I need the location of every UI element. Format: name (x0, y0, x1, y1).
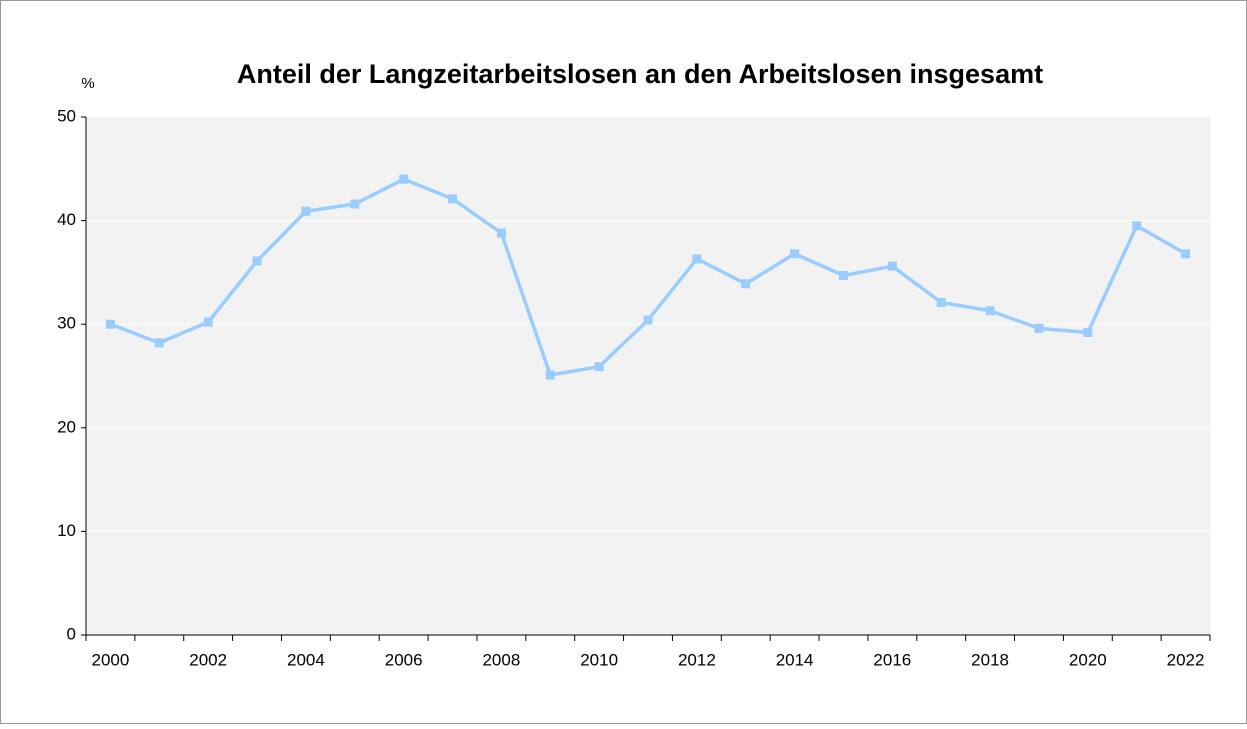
y-tick-label: 20 (57, 417, 76, 436)
data-point (1132, 221, 1142, 231)
chart-title: Anteil der Langzeitarbeitslosen an den A… (237, 59, 1043, 89)
data-point (350, 199, 360, 209)
data-point (1083, 327, 1093, 337)
x-tick-label: 2002 (189, 650, 227, 669)
y-tick-label: 40 (57, 210, 76, 229)
x-tick-label: 2022 (1167, 650, 1205, 669)
y-tick-label: 0 (67, 624, 76, 643)
x-tick-label: 2000 (92, 650, 130, 669)
y-tick-label: 30 (57, 314, 76, 333)
y-axis-label: % (81, 75, 94, 92)
data-point (1034, 323, 1044, 333)
data-point (1181, 249, 1191, 259)
x-tick-label: 2014 (776, 650, 814, 669)
data-point (301, 206, 311, 216)
data-point (448, 194, 458, 204)
data-point (936, 297, 946, 307)
data-point (154, 338, 164, 348)
data-point (594, 362, 604, 372)
x-tick-label: 2012 (678, 650, 716, 669)
x-tick-label: 2006 (385, 650, 423, 669)
data-point (399, 174, 409, 184)
data-point (545, 370, 555, 380)
data-point (105, 319, 115, 329)
x-tick-label: 2016 (873, 650, 911, 669)
data-point (985, 306, 995, 316)
x-tick-label: 2004 (287, 650, 325, 669)
y-tick-label: 10 (57, 521, 76, 540)
data-point (692, 254, 702, 264)
data-point (496, 228, 506, 238)
x-tick-label: 2020 (1069, 650, 1107, 669)
data-point (203, 317, 213, 327)
data-point (887, 261, 897, 271)
x-tick-label: 2010 (580, 650, 618, 669)
data-point (741, 279, 751, 289)
data-point (790, 249, 800, 259)
data-point (838, 271, 848, 281)
data-point (252, 256, 262, 266)
y-tick-label: 50 (57, 106, 76, 125)
x-tick-label: 2008 (482, 650, 520, 669)
data-point (643, 315, 653, 325)
plot-area (86, 117, 1210, 635)
x-tick-label: 2018 (971, 650, 1009, 669)
